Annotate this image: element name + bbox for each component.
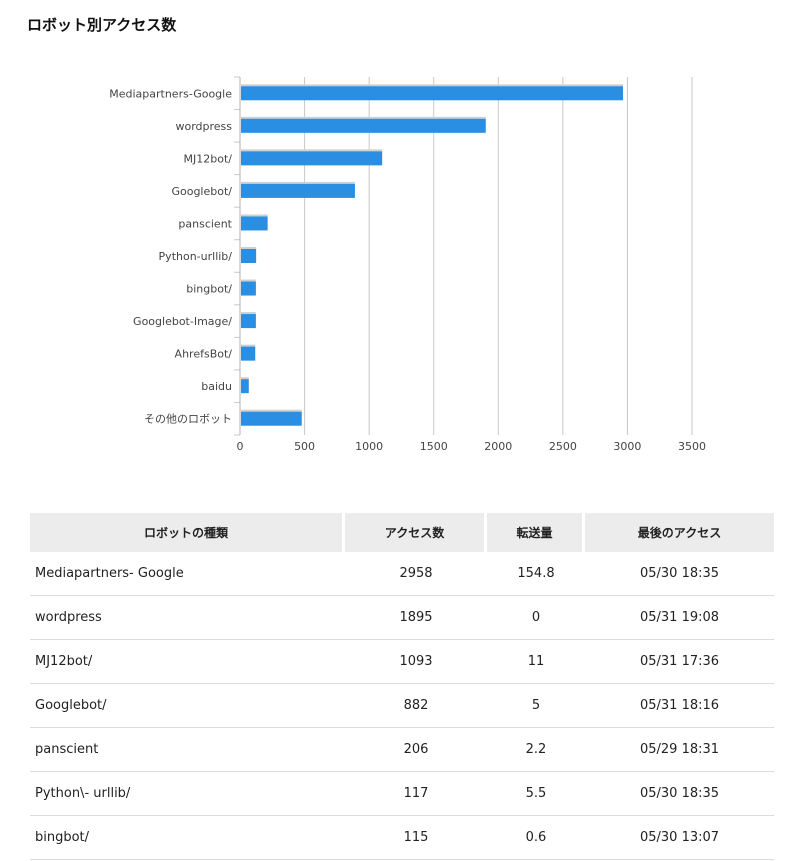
table-row: Mediapartners- Google 2958 154.8 05/30 1… <box>30 552 774 596</box>
category-label: wordpress <box>175 120 232 133</box>
cell-last-access: 05/30 18:35 <box>585 552 774 596</box>
cell-last-access: 05/30 13:07 <box>585 816 774 860</box>
bar <box>241 314 256 329</box>
category-label: bingbot/ <box>186 283 232 296</box>
cell-robot-name: Mediapartners- Google <box>30 552 345 596</box>
cell-transfer: 2.2 <box>487 728 585 772</box>
cell-access-count: 115 <box>345 816 487 860</box>
category-label: baidu <box>201 380 232 393</box>
bar <box>241 346 256 361</box>
category-label: Python-urllib/ <box>159 250 233 263</box>
bar <box>241 411 302 426</box>
x-tick-label: 500 <box>294 440 315 453</box>
bar <box>241 151 383 166</box>
cell-transfer: 11 <box>487 640 585 684</box>
x-tick-label: 1500 <box>420 440 448 453</box>
cell-last-access: 05/29 18:31 <box>585 728 774 772</box>
bar <box>241 216 268 231</box>
cell-robot-name: panscient <box>30 728 345 772</box>
cell-access-count: 2958 <box>345 552 487 596</box>
header-last-access[interactable]: 最後のアクセス <box>585 513 774 552</box>
category-label: panscient <box>178 217 232 230</box>
table-row: wordpress 1895 0 05/31 19:08 <box>30 596 774 640</box>
cell-access-count: 1093 <box>345 640 487 684</box>
table-row: Googlebot/ 882 5 05/31 18:16 <box>30 684 774 728</box>
table-row: bingbot/ 115 0.6 05/30 13:07 <box>30 816 774 860</box>
table-row: panscient 206 2.2 05/29 18:31 <box>30 728 774 772</box>
x-tick-label: 1000 <box>355 440 383 453</box>
category-label: Googlebot-Image/ <box>133 315 232 328</box>
header-transfer[interactable]: 転送量 <box>487 513 585 552</box>
bar <box>241 183 355 198</box>
cell-access-count: 206 <box>345 728 487 772</box>
x-tick-label: 0 <box>237 440 244 453</box>
bar <box>241 281 256 296</box>
bar <box>241 118 486 133</box>
bar <box>241 86 624 101</box>
cell-transfer: 5 <box>487 684 585 728</box>
cell-access-count: 117 <box>345 772 487 816</box>
x-tick-label: 3000 <box>613 440 641 453</box>
table-row: MJ12bot/ 1093 11 05/31 17:36 <box>30 640 774 684</box>
cell-transfer: 5.5 <box>487 772 585 816</box>
cell-access-count: 882 <box>345 684 487 728</box>
robot-access-table: ロボットの種類 アクセス数 転送量 最後のアクセス Mediapartners-… <box>30 513 774 860</box>
cell-robot-name: Googlebot/ <box>30 684 345 728</box>
header-access-count[interactable]: アクセス数 <box>345 513 487 552</box>
bar <box>241 249 257 263</box>
category-label: その他のロボット <box>144 413 232 426</box>
category-label: Mediapartners-Google <box>109 87 232 100</box>
cell-last-access: 05/31 19:08 <box>585 596 774 640</box>
cell-transfer: 154.8 <box>487 552 585 596</box>
x-tick-label: 3500 <box>678 440 706 453</box>
cell-robot-name: Python\- urllib/ <box>30 772 345 816</box>
bar-chart: Mediapartners-Google wordpress MJ12bot/Goo… <box>109 76 706 453</box>
cell-robot-name: bingbot/ <box>30 816 345 860</box>
category-label: AhrefsBot/ <box>175 348 233 361</box>
header-robot-type[interactable]: ロボットの種類 <box>30 513 345 552</box>
table-row: Python\- urllib/ 117 5.5 05/30 18:35 <box>30 772 774 816</box>
table-header-row: ロボットの種類 アクセス数 転送量 最後のアクセス <box>30 513 774 552</box>
cell-last-access: 05/31 18:16 <box>585 684 774 728</box>
cell-transfer: 0 <box>487 596 585 640</box>
cell-robot-name: MJ12bot/ <box>30 640 345 684</box>
category-label: MJ12bot/ <box>184 152 233 165</box>
cell-last-access: 05/31 17:36 <box>585 640 774 684</box>
bar <box>241 379 249 394</box>
x-tick-label: 2000 <box>484 440 512 453</box>
cell-last-access: 05/30 18:35 <box>585 772 774 816</box>
category-label: Googlebot/ <box>171 185 232 198</box>
page-title: ロボット別アクセス数 <box>27 16 177 34</box>
cell-transfer: 0.6 <box>487 816 585 860</box>
cell-robot-name: wordpress <box>30 596 345 640</box>
cell-access-count: 1895 <box>345 596 487 640</box>
x-tick-label: 2500 <box>549 440 577 453</box>
